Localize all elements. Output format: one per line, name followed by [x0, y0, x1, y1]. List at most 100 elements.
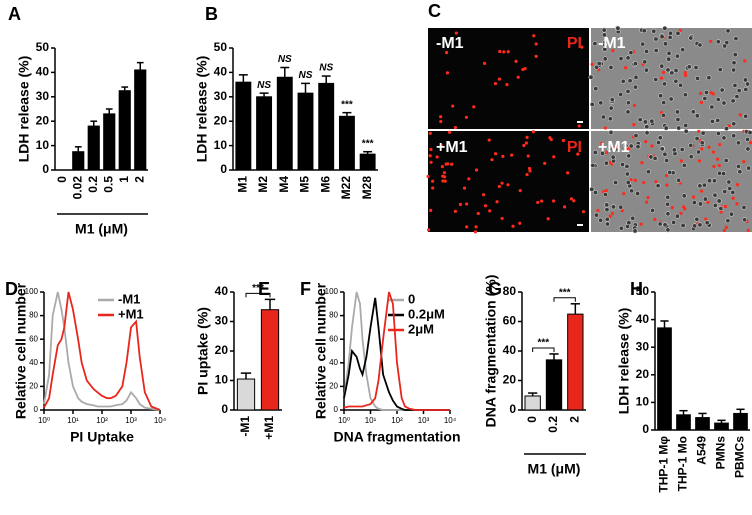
- red-cell: [650, 144, 654, 148]
- cell: [615, 25, 621, 31]
- cell: [589, 186, 595, 192]
- red-cell: [552, 155, 556, 159]
- red-cell: [738, 113, 742, 117]
- red-cell: [610, 211, 615, 216]
- cell: [620, 162, 626, 168]
- red-cell: [576, 152, 580, 156]
- x-tick-label: THP-1 Mo: [676, 436, 690, 491]
- y-tick-label: 10: [214, 138, 228, 152]
- micrograph: [428, 131, 589, 232]
- red-cell: [632, 103, 637, 108]
- cell: [645, 169, 651, 175]
- cell: [699, 140, 705, 146]
- red-cell: [490, 158, 494, 162]
- x-tick-label: 10³: [125, 416, 137, 425]
- cell: [610, 204, 616, 210]
- x-tick-label: M28: [360, 176, 374, 200]
- red-cell: [481, 193, 486, 197]
- cell: [693, 65, 699, 71]
- cell: [661, 100, 667, 106]
- y-tick-label: 40: [503, 343, 517, 357]
- legend-label: +M1: [118, 306, 144, 321]
- annotation: NS: [299, 70, 313, 81]
- cell: [632, 84, 638, 90]
- cell: [674, 109, 680, 115]
- cell: [674, 53, 680, 59]
- cell: [709, 118, 715, 124]
- cell: [690, 109, 696, 115]
- bar: [714, 422, 729, 431]
- y-tick-label: 40: [29, 358, 38, 367]
- bar: [235, 81, 252, 171]
- cell: [701, 182, 707, 188]
- cell: [728, 211, 734, 217]
- significance-bracket: [532, 347, 555, 352]
- y-tick-label: 20: [215, 343, 229, 357]
- red-cell: [572, 199, 576, 203]
- cell: [602, 46, 608, 52]
- red-cell: [536, 200, 540, 205]
- cell: [691, 200, 697, 206]
- panel-label: B: [205, 4, 218, 24]
- x-tick-label: M4: [277, 176, 291, 193]
- red-cell: [639, 222, 643, 226]
- y-axis-label: LDH release (%): [194, 56, 210, 163]
- red-cell: [699, 100, 704, 105]
- red-cell: [608, 214, 612, 218]
- bar: [87, 125, 100, 171]
- cell: [671, 147, 677, 153]
- red-cell: [500, 216, 504, 221]
- y-tick-label: 10: [215, 373, 229, 387]
- cell: [721, 135, 727, 141]
- cell: [702, 196, 708, 202]
- red-cell: [717, 163, 721, 168]
- red-cell: [431, 179, 435, 183]
- cell: [588, 74, 594, 80]
- image-label: +M1: [598, 139, 630, 156]
- cell: [697, 42, 703, 48]
- red-cell: [707, 145, 711, 149]
- cell: [598, 100, 604, 106]
- panel-label: D: [5, 279, 18, 299]
- x-tick-label: 10⁰: [338, 416, 350, 425]
- panel-label: F: [300, 279, 311, 299]
- red-cell: [534, 54, 538, 58]
- cell: [675, 117, 681, 123]
- cell: [697, 183, 703, 189]
- y-tick-label: 40: [214, 65, 228, 79]
- x-axis-label: M1 (μM): [75, 221, 128, 237]
- cell: [623, 143, 629, 149]
- cell: [692, 223, 698, 229]
- red-cell: [511, 224, 515, 228]
- y-tick-label: 40: [636, 312, 650, 326]
- red-cell: [439, 115, 443, 119]
- red-cell: [493, 152, 498, 156]
- cell: [715, 39, 721, 45]
- red-cell: [467, 177, 471, 181]
- cell: [665, 201, 671, 207]
- cell: [608, 64, 614, 70]
- y-axis-label: PI uptake (%): [195, 307, 211, 395]
- red-cell: [527, 166, 532, 171]
- red-cell: [497, 77, 501, 81]
- legend-label: 0: [408, 291, 415, 306]
- red-cell: [543, 161, 547, 165]
- cell: [718, 206, 724, 212]
- cell: [669, 70, 675, 76]
- y-tick-label: 40: [36, 65, 50, 79]
- cell: [659, 34, 665, 40]
- panel-label: G: [488, 279, 502, 299]
- y-axis-label: Relative cell number: [13, 282, 29, 419]
- cell: [745, 146, 751, 152]
- cell: [667, 34, 673, 40]
- red-cell: [443, 179, 447, 183]
- legend-label: -M1: [118, 291, 140, 306]
- red-cell: [546, 217, 550, 221]
- bar: [657, 327, 672, 431]
- cell: [681, 162, 687, 168]
- y-tick-label: 30: [36, 89, 50, 103]
- x-tick-label: 0.5: [101, 176, 115, 193]
- cell: [626, 220, 632, 226]
- red-cell: [704, 217, 708, 221]
- y-tick-label: 100: [25, 287, 39, 296]
